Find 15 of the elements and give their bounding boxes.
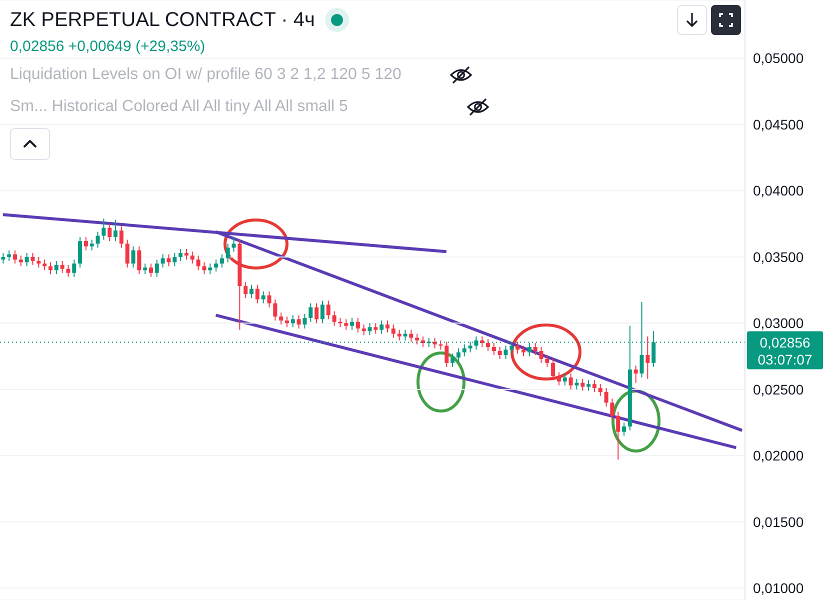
chart-title: ZK PERPETUAL CONTRACT · 4ч [10, 8, 315, 32]
ref-line-label: 0,02856 [760, 334, 811, 350]
y-tick-label: 0,04000 [753, 182, 804, 199]
y-tick-label: 0,03000 [753, 315, 804, 332]
y-tick-label: 0,03500 [753, 248, 804, 265]
text: 0,02856 +0,00649 (+29,35%) [10, 38, 206, 55]
y-tick-label: 0,02000 [753, 448, 804, 464]
y-tick-label: 0,05000 [753, 50, 804, 66]
text: 03:07:07 [758, 351, 812, 368]
annotation: Liquidation Levels on OI w/ profile 60 3 2 1,2 120 5 120 [10, 66, 402, 84]
y-tick-label: 0,01500 [753, 514, 804, 530]
y-tick-label: 0,02500 [753, 381, 804, 398]
y-tick-label: 0,04500 [753, 116, 804, 132]
annotation: Sm... Historical Colored All All tiny All All small 5 [10, 98, 348, 116]
y-tick-label: 0,01000 [753, 580, 804, 596]
